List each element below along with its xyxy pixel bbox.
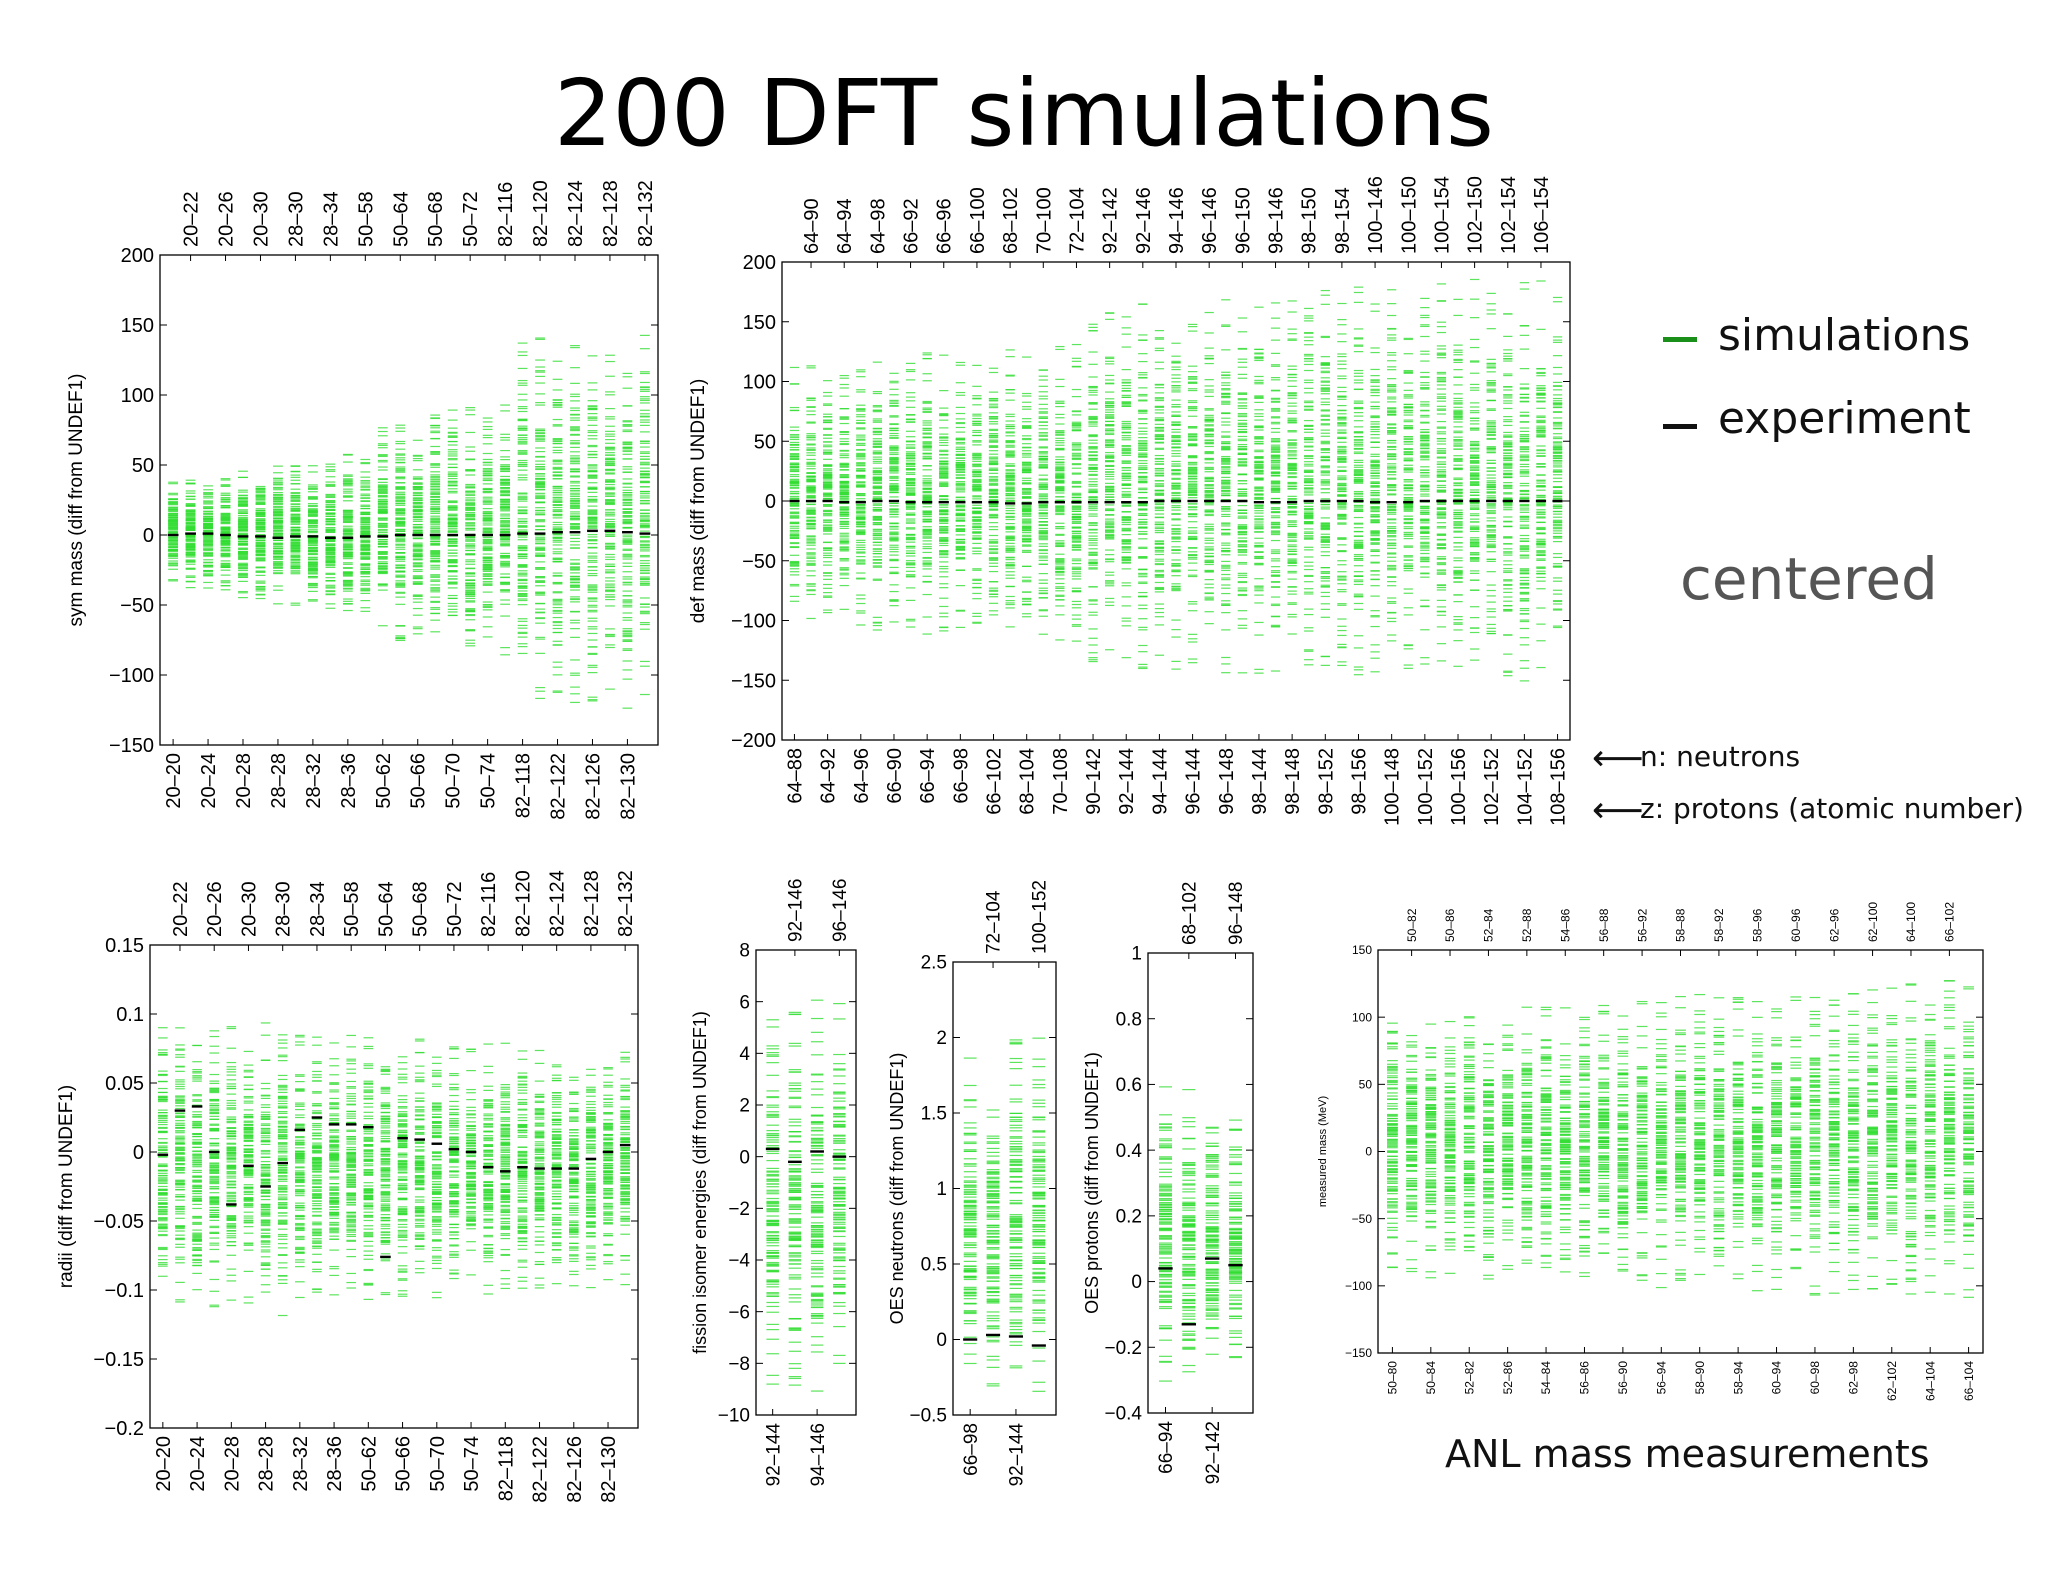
simulation-column bbox=[839, 374, 849, 610]
x-tick-label-top: 50–68 bbox=[425, 191, 447, 247]
simulation-column bbox=[273, 465, 283, 605]
y-tick-label: 0 bbox=[143, 525, 154, 547]
simulation-column bbox=[255, 485, 266, 600]
y-tick-label: 50 bbox=[132, 455, 154, 477]
simulation-column bbox=[905, 362, 916, 628]
simulation-column bbox=[360, 458, 371, 612]
simulation-column bbox=[605, 354, 615, 690]
x-tick-label-bottom: 20–28 bbox=[233, 753, 255, 809]
simulation-column bbox=[789, 366, 800, 602]
simulation-column bbox=[325, 463, 336, 609]
simulation-column bbox=[622, 372, 633, 709]
simulation-column bbox=[640, 334, 650, 696]
x-tick-label-bottom: 20–24 bbox=[198, 753, 220, 809]
x-tick-label-bottom: 50–70 bbox=[443, 753, 465, 809]
simulation-column bbox=[517, 342, 528, 655]
simulation-column bbox=[290, 465, 301, 606]
plot-frame bbox=[159, 254, 659, 746]
simulation-column bbox=[988, 367, 999, 616]
x-tick-label-bottom: 82–130 bbox=[617, 753, 639, 820]
page-title: 200 DFT simulations bbox=[0, 60, 2048, 167]
x-tick-label-top: 82–116 bbox=[495, 182, 517, 247]
simulation-column bbox=[972, 364, 982, 624]
simulation-column bbox=[203, 485, 213, 589]
simulation-column bbox=[168, 481, 178, 582]
simulation-column bbox=[238, 470, 248, 599]
x-tick-label-top: 28–30 bbox=[285, 191, 307, 247]
simulation-column bbox=[377, 427, 388, 627]
x-tick-label-bottom: 20–20 bbox=[163, 753, 185, 809]
simulation-column bbox=[342, 453, 353, 612]
simulation-column bbox=[412, 439, 423, 635]
simulation-column bbox=[308, 465, 318, 602]
simulation-column bbox=[430, 414, 441, 633]
x-tick-label-bottom: 28–28 bbox=[268, 753, 290, 809]
y-axis-label: sym mass (diff from UNDEF1) bbox=[66, 373, 87, 626]
x-tick-label-top: 82–132 bbox=[635, 180, 657, 247]
x-tick-label-top: 50–72 bbox=[460, 191, 482, 247]
simulation-column bbox=[889, 372, 899, 623]
simulation-column bbox=[185, 479, 196, 589]
simulation-column bbox=[500, 404, 510, 656]
x-tick-label-bottom: 82–126 bbox=[582, 753, 604, 820]
x-tick-label-bottom: 28–32 bbox=[303, 753, 325, 809]
simulation-column bbox=[856, 369, 866, 626]
x-tick-label-top: 28–34 bbox=[320, 191, 342, 247]
x-tick-label-bottom: 28–36 bbox=[338, 753, 360, 809]
simulation-column bbox=[552, 360, 563, 693]
simulation-column bbox=[535, 337, 545, 700]
x-tick-label-bottom: 50–66 bbox=[408, 753, 430, 809]
y-tick-label: 100 bbox=[121, 385, 154, 407]
y-tick-label: −150 bbox=[109, 735, 154, 757]
simulation-column bbox=[922, 352, 932, 635]
simulation-column bbox=[447, 409, 458, 617]
simulation-column bbox=[822, 380, 833, 614]
simulation-column bbox=[806, 365, 816, 620]
x-tick-label-top: 50–58 bbox=[355, 191, 377, 247]
y-tick-label: 150 bbox=[121, 315, 154, 337]
x-tick-label-top: 20–30 bbox=[250, 191, 272, 247]
chart-1: −150 −100 −50 0 50 100 150 200 sym mass (diff fr… bbox=[66, 180, 659, 820]
simulation-column bbox=[395, 424, 406, 642]
x-tick-label-top: 82–128 bbox=[600, 180, 622, 247]
simulation-column bbox=[482, 417, 493, 638]
x-tick-label-top: 20–26 bbox=[216, 191, 238, 247]
simulation-column bbox=[570, 345, 580, 704]
x-tick-label-bottom: 50–74 bbox=[478, 753, 500, 809]
y-tick-label: −100 bbox=[109, 665, 154, 687]
x-tick-label-top: 82–124 bbox=[565, 180, 587, 247]
simulation-column bbox=[939, 354, 949, 632]
x-tick-label-bottom: 50–62 bbox=[373, 753, 395, 809]
simulation-column bbox=[872, 361, 883, 631]
x-tick-label-bottom: 82–122 bbox=[548, 753, 570, 820]
simulation-column bbox=[587, 355, 598, 702]
x-tick-label-top: 82–120 bbox=[530, 180, 552, 247]
simulation-column bbox=[465, 407, 476, 647]
x-tick-label-top: 50–64 bbox=[390, 191, 412, 247]
x-tick-label-bottom: 82–118 bbox=[513, 753, 535, 818]
y-tick-label: −50 bbox=[120, 595, 154, 617]
simulation-column bbox=[955, 361, 965, 628]
y-tick-label: 200 bbox=[121, 245, 154, 267]
x-tick-label-top: 20–22 bbox=[181, 191, 203, 247]
simulation-column bbox=[220, 478, 231, 591]
